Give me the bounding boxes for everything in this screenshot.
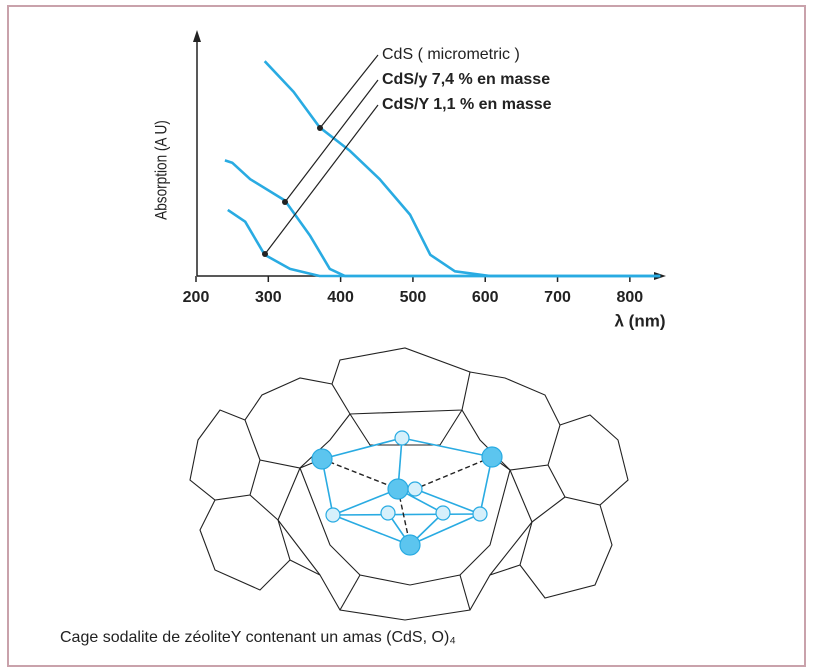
atom (400, 535, 420, 555)
x-tick-label: 600 (472, 289, 499, 306)
series-label: CdS ( micrometric ) (382, 46, 520, 63)
atom (312, 449, 332, 469)
x-tick-label: 200 (183, 289, 210, 306)
bond (333, 514, 480, 515)
x-tick-label: 500 (400, 289, 427, 306)
atom (388, 479, 408, 499)
y-axis-label: Absorption (A U) (152, 120, 171, 220)
atom (482, 447, 502, 467)
atom (395, 431, 409, 445)
atom (326, 508, 340, 522)
x-axis-label: λ (nm) (615, 311, 666, 330)
figure: Absorption (A U) λ (nm) (0, 0, 813, 672)
series-label: CdS/Y 1,1 % en masse (382, 96, 552, 113)
atom (473, 507, 487, 521)
x-tick-label: 800 (616, 289, 643, 306)
caption: Cage sodalite de zéoliteY contenant un a… (60, 629, 456, 646)
x-tick-label: 300 (255, 289, 282, 306)
series-label: CdS/y 7,4 % en masse (382, 71, 550, 88)
x-tick-label: 400 (327, 289, 354, 306)
atom (408, 482, 422, 496)
atom (381, 506, 395, 520)
x-tick-label: 700 (544, 289, 571, 306)
leader-dot (282, 199, 288, 205)
leader-dot (262, 251, 268, 257)
leader-dot (317, 125, 323, 131)
atom (436, 506, 450, 520)
